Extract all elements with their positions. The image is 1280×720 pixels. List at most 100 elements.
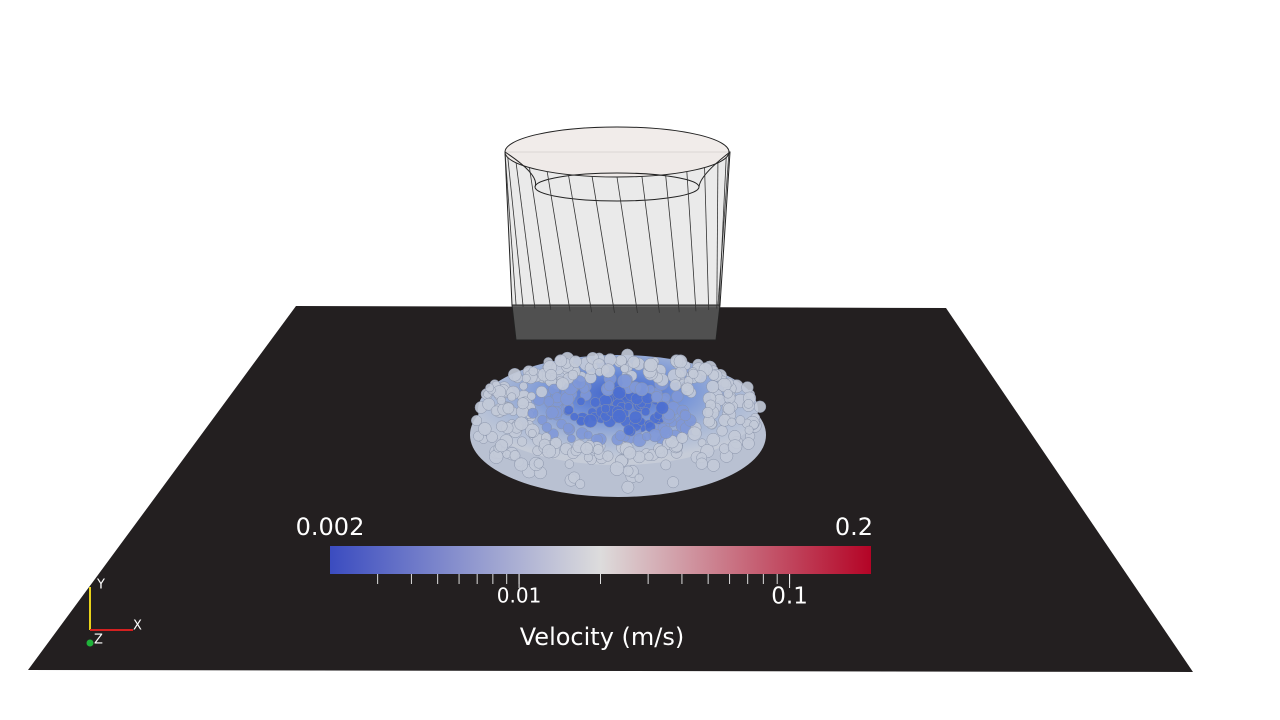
particle [620, 364, 630, 374]
particle [517, 436, 528, 447]
colorbar-title: Velocity (m/s) [520, 623, 684, 651]
particle [743, 398, 754, 409]
particle [680, 382, 695, 396]
particle [527, 428, 537, 438]
particle [744, 425, 754, 435]
wire [641, 176, 660, 313]
axis-label: X [133, 619, 142, 634]
wire [718, 157, 727, 307]
wire [616, 176, 638, 314]
particle [567, 434, 576, 443]
wire [507, 157, 524, 307]
tick-label: 0.01 [497, 584, 542, 608]
particle [569, 355, 582, 368]
particle [742, 437, 755, 450]
particle [641, 407, 651, 417]
particle [545, 369, 558, 382]
particle [514, 457, 529, 472]
wire [665, 174, 680, 313]
particle [651, 391, 663, 403]
particle [622, 465, 634, 477]
particle [727, 439, 743, 454]
color-bar [330, 546, 871, 574]
tick-label: 0.1 [771, 584, 808, 610]
particle [735, 415, 746, 425]
particle [576, 397, 586, 406]
particle [502, 402, 515, 415]
particle [593, 444, 604, 455]
particle [667, 476, 680, 489]
particle [675, 366, 688, 379]
particle [753, 400, 767, 413]
range-max-label: 0.2 [835, 513, 873, 541]
particle-bed [470, 348, 767, 497]
particle [706, 433, 720, 447]
particle [623, 446, 637, 460]
particle [562, 422, 574, 434]
particle [533, 458, 544, 469]
particle [507, 392, 517, 402]
particle [688, 368, 699, 379]
particle [471, 415, 482, 427]
particle [659, 425, 673, 439]
particle [527, 391, 536, 401]
color-legend: 0.002 0.2 Velocity (m/s) 0.01 0.1 [296, 513, 873, 651]
particle [527, 407, 539, 419]
particle [554, 354, 568, 368]
axis-label: Y [96, 578, 105, 593]
particle [567, 369, 579, 381]
particle [612, 386, 626, 400]
particle [556, 377, 570, 391]
particle [496, 395, 506, 405]
particle [727, 417, 737, 427]
particle [569, 412, 579, 422]
axis-label: Z [94, 633, 103, 648]
particle [741, 381, 754, 394]
particle [603, 380, 615, 392]
particle [541, 444, 556, 459]
particle [671, 390, 684, 403]
particle [478, 422, 492, 436]
particle [537, 415, 548, 426]
particle [655, 401, 669, 415]
particle [600, 363, 616, 378]
particle [495, 439, 509, 453]
particle [669, 379, 682, 392]
funnel [504, 126, 731, 341]
particle [609, 461, 625, 476]
particle [509, 450, 521, 461]
range-min-label: 0.002 [296, 513, 365, 541]
particle [590, 397, 601, 408]
particle [719, 443, 730, 454]
particle [623, 424, 635, 436]
particle [627, 355, 641, 369]
particle [541, 422, 552, 433]
particle [660, 459, 672, 471]
particle [707, 458, 720, 472]
particle [673, 354, 688, 369]
particle [583, 430, 593, 440]
particle [575, 479, 586, 489]
particle [634, 473, 644, 483]
particle [514, 416, 529, 431]
particle [564, 459, 575, 469]
wire [686, 171, 697, 312]
particle [580, 442, 594, 455]
particle [655, 445, 668, 459]
particle [508, 368, 522, 382]
wire [716, 162, 719, 309]
particle [617, 373, 632, 389]
particle [723, 389, 733, 399]
particle [583, 413, 598, 428]
wire [717, 151, 730, 306]
particle [642, 431, 652, 442]
particle [621, 480, 635, 494]
particle [614, 430, 626, 441]
wire [515, 162, 536, 309]
axes-triad: Y X Z [86, 578, 142, 648]
wire [591, 176, 615, 313]
particle [485, 383, 495, 393]
wire [704, 167, 710, 310]
particle [535, 385, 548, 398]
